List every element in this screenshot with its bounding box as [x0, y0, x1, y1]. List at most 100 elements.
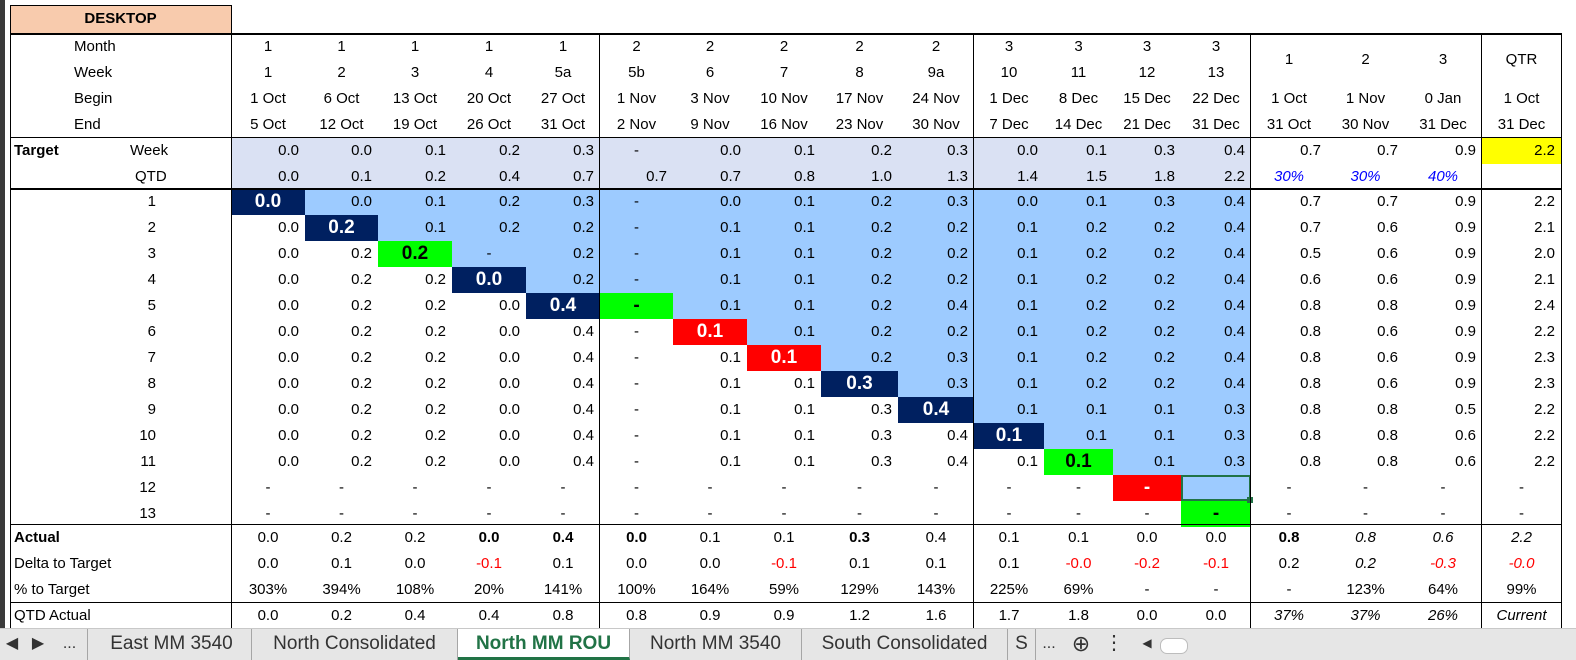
- forecast-cell[interactable]: 2.2: [1534, 427, 1555, 444]
- target-week-cell[interactable]: 0.3: [573, 142, 594, 159]
- target-week-cell[interactable]: 0.1: [1086, 142, 1107, 159]
- forecast-cell[interactable]: 0.0: [499, 349, 520, 366]
- forecast-cell[interactable]: 0.1: [720, 245, 741, 262]
- actual-cell[interactable]: 0.1: [1068, 529, 1089, 546]
- qtd_actual-cell[interactable]: 37%: [1350, 607, 1381, 624]
- target-week-cell[interactable]: 0.0: [351, 142, 372, 159]
- forecast-cell[interactable]: 0.1: [1017, 375, 1038, 392]
- forecast-cell[interactable]: 0.0: [351, 193, 372, 210]
- forecast-cell[interactable]: 0.1: [720, 219, 741, 236]
- delta-cell[interactable]: -0.0: [1508, 555, 1535, 572]
- forecast-cell[interactable]: 0.3: [1224, 401, 1245, 418]
- target-qtd-cell[interactable]: 0.4: [499, 168, 520, 185]
- forecast-cell[interactable]: 0.1: [1017, 349, 1038, 366]
- forecast-cell[interactable]: 0.0: [499, 427, 520, 444]
- forecast-cell[interactable]: -: [339, 505, 344, 522]
- forecast-cell[interactable]: 0.2: [573, 271, 594, 288]
- qtd_actual-cell[interactable]: Current: [1496, 607, 1547, 624]
- forecast-cell[interactable]: 0.1: [1086, 427, 1107, 444]
- delta-cell[interactable]: 0.1: [998, 555, 1020, 572]
- forecast-cell[interactable]: 0.3: [947, 375, 968, 392]
- forecast-cell[interactable]: 0.2: [351, 245, 372, 262]
- forecast-cell[interactable]: 0.1: [425, 219, 446, 236]
- forecast-cell[interactable]: 0.2: [871, 349, 892, 366]
- forecast-cell[interactable]: -: [1363, 505, 1368, 522]
- forecast-cell[interactable]: 0.2: [871, 193, 892, 210]
- forecast-cell[interactable]: 0.0: [278, 349, 299, 366]
- delta-cell[interactable]: 0.1: [849, 555, 870, 572]
- actual-cell[interactable]: 0.8: [1355, 529, 1376, 546]
- forecast-cell[interactable]: 0.1: [720, 297, 741, 314]
- forecast-cell[interactable]: 2.3: [1534, 349, 1555, 366]
- actual-cell[interactable]: 0.0: [1136, 529, 1158, 546]
- forecast-cell[interactable]: 0.1: [794, 453, 815, 470]
- highlight-cell[interactable]: -: [1212, 503, 1220, 524]
- forecast-cell[interactable]: 0.9: [1455, 245, 1476, 262]
- pct-cell[interactable]: 99%: [1506, 581, 1537, 598]
- actual-cell[interactable]: 0.2: [404, 529, 426, 546]
- qtd_actual-cell[interactable]: 0.4: [478, 607, 500, 624]
- forecast-cell[interactable]: -: [412, 479, 418, 496]
- target-qtd-cell[interactable]: 1.5: [1086, 168, 1107, 185]
- forecast-cell[interactable]: 0.0: [499, 375, 520, 392]
- forecast-cell[interactable]: 0.1: [720, 401, 741, 418]
- pct-cell[interactable]: 64%: [1427, 581, 1459, 598]
- forecast-cell[interactable]: 0.8: [1300, 453, 1321, 470]
- forecast-cell[interactable]: 0.7: [1300, 219, 1321, 236]
- forecast-cell[interactable]: 0.2: [573, 245, 594, 262]
- forecast-cell[interactable]: 0.4: [947, 427, 968, 444]
- target-qtd-cell[interactable]: 40%: [1427, 168, 1459, 185]
- forecast-cell[interactable]: 0.8: [1300, 375, 1321, 392]
- forecast-cell[interactable]: 0.6: [1377, 271, 1398, 288]
- forecast-cell[interactable]: 0.8: [1300, 401, 1321, 418]
- target-qtd-cell[interactable]: 0.1: [351, 168, 372, 185]
- forecast-cell[interactable]: 0.1: [794, 427, 815, 444]
- qtd_actual-cell[interactable]: 0.4: [404, 607, 426, 624]
- forecast-cell[interactable]: 0.9: [1455, 323, 1476, 340]
- target-week-cell[interactable]: -: [634, 142, 639, 159]
- forecast-cell[interactable]: 0.1: [794, 271, 815, 288]
- forecast-cell[interactable]: 0.3: [573, 193, 594, 210]
- qtd_actual-cell[interactable]: 0.9: [773, 607, 795, 624]
- forecast-cell[interactable]: 0.2: [351, 427, 372, 444]
- forecast-cell[interactable]: 2.1: [1534, 219, 1555, 236]
- pct-cell[interactable]: 303%: [248, 581, 288, 598]
- delta-cell[interactable]: 0.1: [331, 555, 352, 572]
- forecast-cell[interactable]: 0.2: [1086, 375, 1107, 392]
- forecast-cell[interactable]: 0.4: [1224, 271, 1245, 288]
- forecast-cell[interactable]: 0.6: [1377, 375, 1398, 392]
- target-week-cell[interactable]: 0.1: [794, 142, 815, 159]
- forecast-cell[interactable]: 0.0: [1017, 193, 1038, 210]
- qtd_actual-cell[interactable]: 1.6: [925, 607, 947, 624]
- forecast-cell[interactable]: -: [265, 479, 271, 496]
- forecast-cell[interactable]: 0.9: [1455, 349, 1476, 366]
- forecast-cell[interactable]: 0.4: [947, 297, 968, 314]
- qtd_actual-cell[interactable]: 26%: [1427, 607, 1459, 624]
- qtd_actual-cell[interactable]: 0.8: [552, 607, 574, 624]
- delta-cell[interactable]: -0.1: [1203, 555, 1229, 572]
- forecast-cell[interactable]: 0.6: [1377, 245, 1398, 262]
- forecast-cell[interactable]: 0.9: [1455, 271, 1476, 288]
- delta-cell[interactable]: 0.1: [925, 555, 947, 572]
- sheet-tab[interactable]: North MM 3540: [630, 629, 802, 660]
- forecast-cell[interactable]: 0.4: [1224, 349, 1245, 366]
- sheet-tab[interactable]: S: [1008, 629, 1036, 660]
- sheet-tab[interactable]: North Consolidated: [252, 629, 458, 660]
- forecast-cell[interactable]: 0.1: [720, 427, 741, 444]
- forecast-cell[interactable]: 0.1: [794, 323, 815, 340]
- qtd_actual-cell[interactable]: 0.9: [699, 607, 721, 624]
- forecast-cell[interactable]: -: [560, 479, 566, 496]
- forecast-cell[interactable]: -: [857, 505, 862, 522]
- actual-cell[interactable]: 0.4: [552, 529, 574, 546]
- forecast-cell[interactable]: -: [339, 479, 344, 496]
- target-week-cell[interactable]: 0.7: [1300, 142, 1321, 159]
- forecast-cell[interactable]: 0.2: [425, 401, 446, 418]
- target-qtd-cell[interactable]: 1.3: [947, 168, 968, 185]
- target-qtd-cell[interactable]: 1.8: [1154, 168, 1175, 185]
- forecast-cell[interactable]: 0.2: [351, 375, 372, 392]
- forecast-cell[interactable]: 0.9: [1455, 375, 1476, 392]
- forecast-cell[interactable]: 0.1: [1017, 245, 1038, 262]
- actual-cell[interactable]: 0.4: [925, 529, 947, 546]
- forecast-cell[interactable]: -: [634, 401, 639, 418]
- forecast-cell[interactable]: -: [1519, 505, 1524, 522]
